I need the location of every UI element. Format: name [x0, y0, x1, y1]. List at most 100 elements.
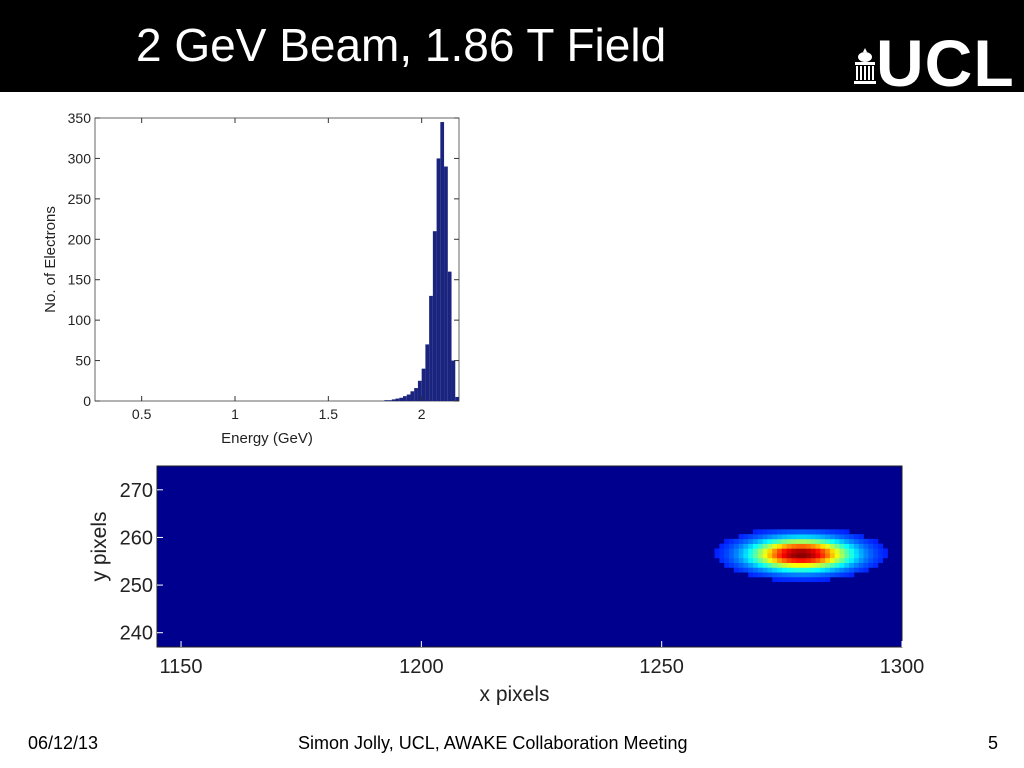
heatmap-cell	[719, 543, 725, 549]
heatmap-cell	[733, 553, 739, 559]
heatmap-cell	[805, 538, 811, 544]
heatmap-cell	[863, 538, 869, 544]
heatmap-cell	[820, 572, 826, 578]
heatmap-cell	[829, 567, 836, 573]
heatmap-cell	[748, 562, 754, 568]
heatmap-cell	[762, 557, 768, 563]
heatmap-cell	[738, 534, 744, 540]
histogram-y-tick-label: 100	[68, 312, 92, 328]
heatmap-cell	[815, 538, 821, 544]
heatmap-cell	[825, 562, 831, 568]
heatmap-cell	[757, 562, 763, 568]
heatmap-cell	[767, 572, 773, 578]
heatmap-cell	[877, 557, 884, 563]
heatmap-cell	[810, 576, 816, 583]
heatmap-cell	[815, 557, 821, 563]
heatmap-cell	[844, 529, 850, 535]
heatmap-cell	[839, 548, 845, 554]
heatmap-cell	[733, 562, 739, 568]
heatmap-cell	[719, 557, 725, 563]
heatmap-cell	[781, 567, 787, 573]
histogram-bar	[395, 398, 400, 401]
heatmap-cell	[858, 548, 864, 554]
histogram-bar	[436, 158, 441, 401]
heatmap-cell	[820, 543, 826, 549]
heatmap-cell	[815, 572, 821, 578]
heatmap-cell	[738, 543, 744, 549]
heatmap-cell	[868, 538, 874, 544]
heatmap-cell	[753, 534, 759, 540]
heatmap-cell	[810, 548, 816, 554]
heatmap-cell	[839, 538, 845, 544]
energy-histogram: 0.5 1 1.5 2 0 50 100 150 200 250 300 350 Energy (GeV…	[42, 110, 460, 447]
heatmap-cell	[786, 562, 792, 568]
heatmap-cell	[853, 538, 860, 544]
heatmap-cell	[762, 567, 768, 573]
heatmap-cell	[762, 553, 768, 559]
title-bar: 2 GeV Beam, 1.86 T Field UCL	[0, 0, 1024, 96]
heatmap-cell	[844, 534, 850, 540]
histogram-bar	[447, 271, 452, 401]
heatmap-y-tick-label: 240	[120, 623, 153, 645]
heatmap-cell	[805, 548, 811, 554]
heatmap-cell	[820, 562, 826, 568]
heatmap-cell	[801, 538, 807, 544]
heatmap-cell	[777, 548, 783, 554]
heatmap-cell	[748, 538, 754, 544]
heatmap-cell	[753, 529, 759, 535]
heatmap-cell	[877, 543, 884, 549]
heatmap-cell	[820, 567, 826, 573]
heatmap-cell	[757, 543, 763, 549]
heatmap-cell	[786, 534, 792, 540]
heatmap-cell	[738, 538, 744, 544]
heatmap-cell	[733, 548, 739, 554]
histogram-bar	[391, 399, 396, 401]
heatmap-cell	[858, 534, 864, 540]
heatmap-cell	[796, 548, 802, 554]
heatmap-cell	[796, 567, 802, 573]
heatmap-cell	[757, 548, 763, 554]
heatmap-cell	[786, 538, 792, 544]
heatmap-cell	[719, 553, 725, 559]
heatmap-cell	[810, 567, 816, 573]
heatmap-cell	[757, 553, 763, 559]
heatmap-cell	[829, 548, 836, 554]
heatmap-cell	[738, 567, 744, 573]
histogram-bar	[406, 394, 411, 401]
heatmap-cell	[791, 562, 797, 568]
heatmap-cell	[767, 529, 773, 535]
heatmap-cell	[829, 538, 836, 544]
heatmap-cell	[853, 543, 860, 549]
heatmap-cell	[834, 543, 840, 549]
heatmap-x-tick-label: 1200	[399, 656, 444, 678]
histogram-y-tick-label: 0	[83, 393, 91, 409]
heatmap-y-axis-label: y pixels	[88, 511, 111, 581]
heatmap-cell	[844, 548, 850, 554]
heatmap-cell	[801, 553, 807, 559]
heatmap-cell	[849, 572, 855, 578]
heatmap-cell	[757, 538, 763, 544]
heatmap-cell	[781, 557, 787, 563]
histogram-bar	[388, 400, 392, 401]
footer-center: Simon Jolly, UCL, AWAKE Collaboration Me…	[298, 733, 688, 753]
heatmap-cell	[738, 553, 744, 559]
heatmap-cell	[834, 529, 840, 535]
heatmap-cell	[805, 576, 811, 583]
heatmap-cell	[796, 576, 802, 583]
heatmap-cell	[839, 567, 845, 573]
histogram-x-tick-label: 1	[231, 406, 239, 422]
heatmap-cell	[781, 543, 787, 549]
heatmap-cell	[873, 548, 879, 554]
heatmap-cell	[853, 553, 860, 559]
heatmap-cell	[858, 538, 864, 544]
heatmap-cell	[801, 548, 807, 554]
histogram-x-tick-label: 2	[418, 406, 426, 422]
heatmap-cell	[834, 534, 840, 540]
heatmap-x-tick-label: 1250	[639, 656, 684, 678]
heatmap-y-tick-label: 260	[120, 527, 153, 549]
heatmap-cell	[863, 557, 869, 563]
heatmap-cell	[863, 548, 869, 554]
heatmap-cell	[825, 557, 831, 563]
heatmap-cell	[796, 529, 802, 535]
beam-heatmap: 1150 1200 1250 1300 240 250 260 270 x pixels y pi…	[88, 465, 924, 705]
